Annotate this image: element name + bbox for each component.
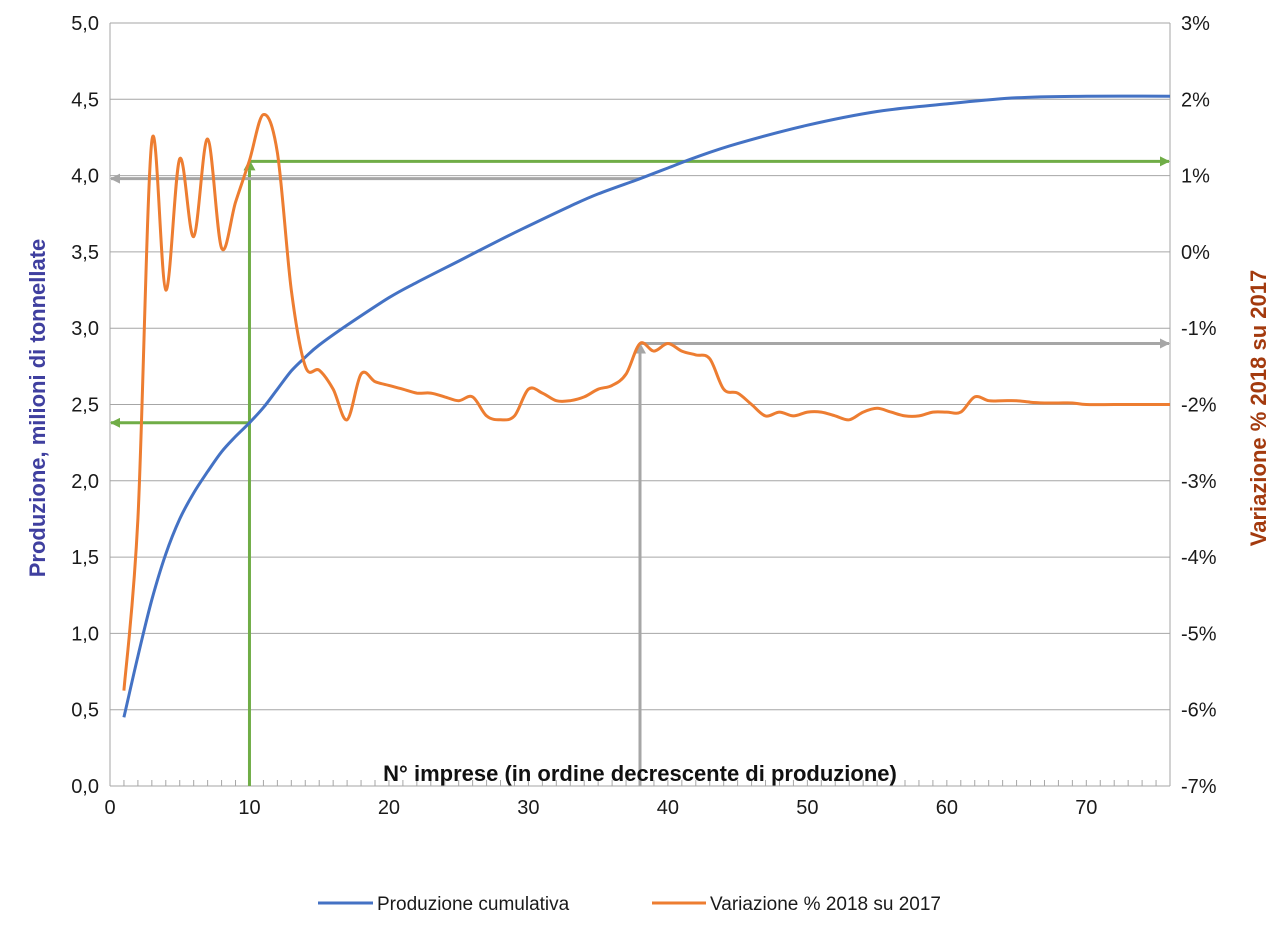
right-y-axis-title: Variazione % 2018 su 2017	[1246, 270, 1271, 546]
left-y-axis-title: Produzione, milioni di tonnellate	[25, 239, 50, 578]
y-left-tick-label: 0,0	[71, 776, 99, 798]
x-tick-label: 0	[104, 797, 115, 819]
arrow-annotations	[110, 156, 1170, 786]
series-line-variation	[122, 113, 1170, 691]
y-right-tick-label: 3%	[1181, 13, 1210, 35]
y-left-tick-label: 0,5	[71, 700, 99, 722]
y-right-tick-label: 1%	[1181, 166, 1210, 188]
y-left-tick-label: 5,0	[71, 13, 99, 35]
y-left-tick-label: 3,5	[71, 242, 99, 264]
y-left-tick-label: 4,0	[71, 166, 99, 188]
y-left-tick-label: 1,5	[71, 547, 99, 569]
y-left-tick-label: 1,0	[71, 623, 99, 645]
legend-label-variation: Variazione % 2018 su 2017	[710, 894, 941, 915]
y-right-tick-label: -7%	[1181, 776, 1217, 798]
legend: Produzione cumulativa Variazione % 2018 …	[318, 894, 941, 915]
y-right-tick-label: -6%	[1181, 700, 1217, 722]
x-tick-label: 30	[517, 797, 539, 819]
y-right-tick-label: -1%	[1181, 318, 1217, 340]
y-left-tick-label: 2,5	[71, 395, 99, 417]
x-tick-label: 20	[378, 797, 400, 819]
y-right-tick-label: 2%	[1181, 89, 1210, 111]
legend-label-cumulative: Produzione cumulativa	[377, 894, 570, 915]
x-tick-label: 40	[657, 797, 679, 819]
y-left-tick-label: 4,5	[71, 89, 99, 111]
x-tick-label: 50	[796, 797, 818, 819]
x-tick-label: 60	[936, 797, 958, 819]
y-right-tick-label: -3%	[1181, 471, 1217, 493]
x-tick-label: 70	[1075, 797, 1097, 819]
y-right-tick-label: -4%	[1181, 547, 1217, 569]
y-left-tick-label: 2,0	[71, 471, 99, 493]
tick-labels: 0,0 0,5 1,0 1,5 2,0 2,5 3,0 3,5 4,0 4,5 5,0 -7% -6% -…	[71, 13, 1217, 819]
data-series	[122, 94, 1171, 718]
x-tick-label: 10	[238, 797, 260, 819]
series-line-cumulative	[122, 94, 1171, 718]
y-right-tick-label: -5%	[1181, 623, 1217, 645]
x-axis-title: N° imprese (in ordine decrescente di pro…	[383, 761, 897, 786]
y-left-tick-label: 3,0	[71, 318, 99, 340]
y-right-tick-label: -2%	[1181, 395, 1217, 417]
y-right-tick-label: 0%	[1181, 242, 1210, 264]
